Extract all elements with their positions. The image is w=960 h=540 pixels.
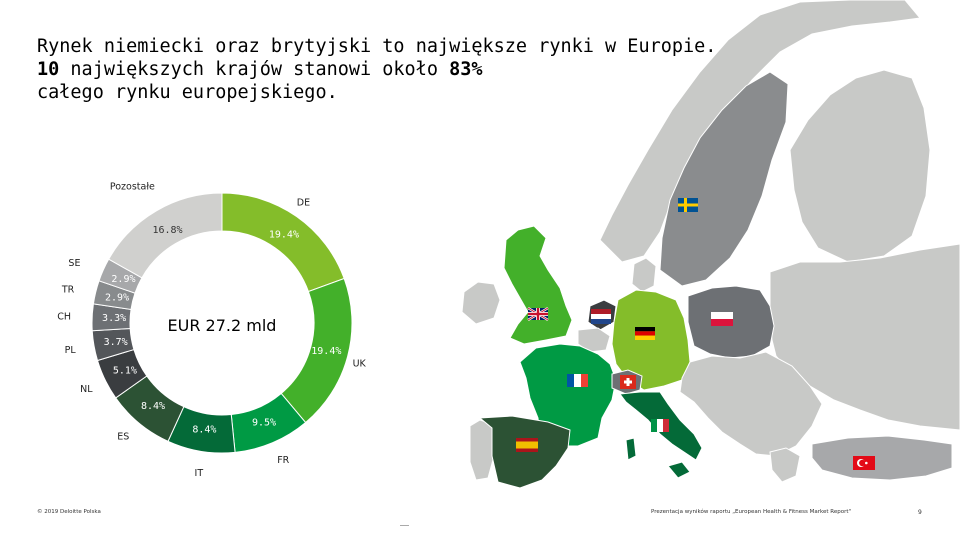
- map-belgium: [577, 327, 611, 353]
- footer-copyright: © 2019 Deloitte Polska: [37, 509, 101, 515]
- donut-category-label-ch: CH: [57, 312, 71, 323]
- map-finland: [789, 69, 931, 263]
- donut-value-label-fr: 9.5%: [252, 417, 276, 428]
- donut-category-label-pozosta-e: Pozostałe: [110, 181, 155, 192]
- donut-value-label-uk: 19.4%: [311, 346, 341, 357]
- donut-center-label: EUR 27.2 mld: [168, 316, 277, 335]
- donut-value-label-se: 2.9%: [111, 274, 135, 285]
- donut-value-label-de: 19.4%: [269, 230, 299, 241]
- flag-italy-icon: [651, 419, 669, 432]
- flag-turkey-icon: [853, 456, 875, 470]
- headline: Rynek niemiecki oraz brytyjski to najwię…: [37, 35, 717, 104]
- flag-germany-icon: [635, 327, 655, 340]
- map-uk: [503, 225, 573, 345]
- donut-slice-de: [221, 192, 345, 293]
- map-denmark: [631, 257, 657, 293]
- map-east: [769, 243, 960, 431]
- footer-source: Prezentacja wyników raportu „European He…: [651, 509, 852, 515]
- donut-value-label-es: 8.4%: [141, 401, 165, 412]
- donut-category-label-es: ES: [117, 431, 129, 442]
- map-greece: [769, 447, 801, 483]
- flag-uk-icon: [527, 306, 549, 322]
- headline-line-1: Rynek niemiecki oraz brytyjski to najwię…: [37, 36, 717, 57]
- headline-bold-share: 83%: [449, 59, 483, 80]
- donut-category-label-it: IT: [195, 468, 204, 479]
- map-portugal: [469, 419, 495, 481]
- map-sweden: [659, 71, 789, 287]
- flag-netherlands-icon: [591, 309, 611, 324]
- flag-poland-icon: [711, 312, 733, 326]
- flag-switzerland-icon: [620, 375, 636, 389]
- map-sardinia: [625, 437, 637, 461]
- map-france: [519, 343, 617, 447]
- donut-value-label-it: 8.4%: [192, 425, 216, 436]
- headline-bold-count: 10: [37, 59, 60, 80]
- flag-sweden-icon: [678, 198, 698, 212]
- map-turkey: [811, 435, 953, 481]
- headline-line-2-text: największych krajów stanowi około: [59, 59, 450, 80]
- donut-value-label-pozosta-e: 16.8%: [152, 225, 182, 236]
- headline-line-2: 10 największych krajów stanowi około 83%: [37, 58, 677, 81]
- map-sicily: [667, 461, 691, 479]
- donut-category-label-de: DE: [297, 198, 310, 209]
- donut-category-label-fr: FR: [277, 455, 289, 466]
- headline-line-3: całego rynku europejskiego.: [37, 82, 338, 103]
- donut-value-label-nl: 5.1%: [113, 365, 137, 376]
- donut-value-label-ch: 3.3%: [102, 313, 126, 324]
- donut-category-label-nl: NL: [80, 384, 93, 395]
- donut-value-label-pl: 3.7%: [104, 337, 128, 348]
- page-number: 9: [918, 509, 922, 516]
- flag-spain-icon: [516, 438, 538, 452]
- map-ireland: [461, 281, 501, 325]
- donut-value-label-tr: 2.9%: [105, 292, 129, 303]
- donut-category-label-pl: PL: [65, 345, 77, 356]
- flag-france-icon: [567, 374, 588, 387]
- footer-divider: [400, 525, 409, 526]
- donut-category-label-tr: TR: [61, 284, 75, 295]
- donut-category-label-uk: UK: [353, 359, 367, 370]
- donut-category-label-se: SE: [68, 258, 80, 269]
- donut-slice-pozosta-e: [108, 192, 223, 279]
